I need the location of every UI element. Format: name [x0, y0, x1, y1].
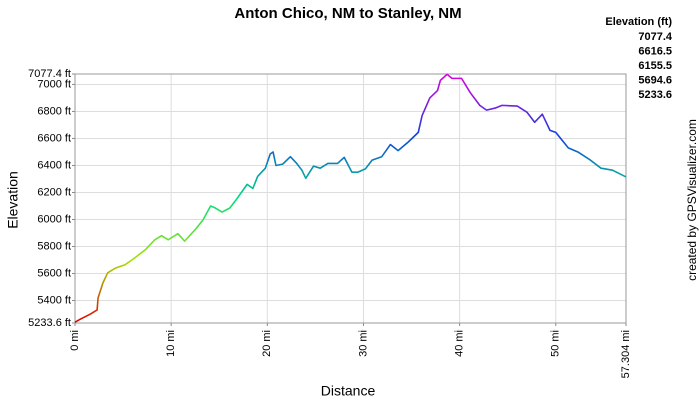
x-tick-label: 10 mi [165, 330, 177, 357]
y-tick-label: 6800 ft [37, 105, 71, 117]
y-tick-label: 6600 ft [37, 132, 71, 144]
y-tick-label: 5800 ft [37, 240, 71, 252]
x-axis-label: Distance [321, 383, 376, 399]
y-tick-label: 6200 ft [37, 186, 71, 198]
x-tick-label: 40 mi [454, 330, 466, 357]
legend-entry: 5694.6 [638, 74, 672, 86]
y-tick-label: 5233.6 ft [28, 317, 71, 329]
elevation-line [74, 73, 627, 323]
legend-entry: 7077.4 [638, 31, 673, 43]
y-tick-label: 7000 ft [37, 78, 71, 90]
y-tick-label: 5400 ft [37, 294, 71, 306]
legend-entry: 6155.5 [638, 60, 672, 72]
x-tick-label: 20 mi [261, 330, 273, 357]
legend-entry: 6616.5 [638, 45, 672, 57]
y-tick-label: 7077.4 ft [28, 68, 71, 80]
x-tick-label: 0 mi [69, 330, 81, 351]
legend-title: Elevation (ft) [605, 16, 672, 28]
y-tick-label: 6000 ft [37, 213, 71, 225]
x-tick-label: 50 mi [550, 330, 562, 357]
y-tick-label: 6400 ft [37, 159, 71, 171]
x-tick-label: 57.304 mi [620, 330, 632, 378]
credit: created by GPSVisualizer.com [685, 119, 699, 281]
y-tick-label: 5600 ft [37, 267, 71, 279]
plot-frame [74, 73, 627, 324]
chart-title: Anton Chico, NM to Stanley, NM [234, 5, 461, 22]
legend-entry: 5233.6 [638, 89, 672, 101]
x-tick-label: 30 mi [357, 330, 369, 357]
y-axis-label: Elevation [5, 171, 21, 229]
